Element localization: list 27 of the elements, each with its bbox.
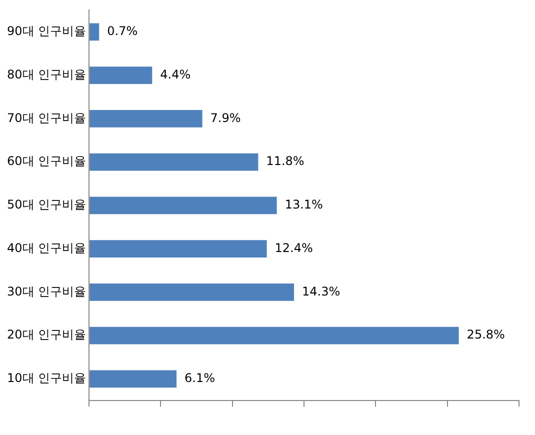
bar [90,23,100,41]
bar [90,196,277,214]
data-label: 7.9% [210,110,241,125]
bar [90,240,267,258]
data-label: 4.4% [160,67,191,82]
y-tick-label: 60대 인구비율 [6,154,86,168]
bar [90,283,294,301]
y-tick-label: 50대 인구비율 [6,198,86,212]
data-label: 12.4% [274,240,313,255]
data-label: 13.1% [284,198,323,212]
data-label: 11.8% [266,154,304,168]
y-tick-label: 40대 인구비율 [6,240,86,255]
bar [90,66,152,84]
y-tick-label: 20대 인구비율 [6,328,86,342]
y-tick-label: 10대 인구비율 [6,371,86,386]
bar [90,326,459,344]
bar [90,153,258,171]
data-label: 6.1% [184,371,215,386]
data-label: 14.3% [302,284,340,298]
bar [90,370,176,388]
y-tick-label: 80대 인구비율 [6,67,86,82]
data-label: 25.8% [466,328,505,342]
y-tick-label: 30대 인구비율 [6,284,86,298]
y-tick-label: 90대 인구비율 [6,24,86,38]
y-tick-label: 70대 인구비율 [6,110,86,125]
bar [90,110,202,128]
data-label: 0.7% [107,24,138,38]
